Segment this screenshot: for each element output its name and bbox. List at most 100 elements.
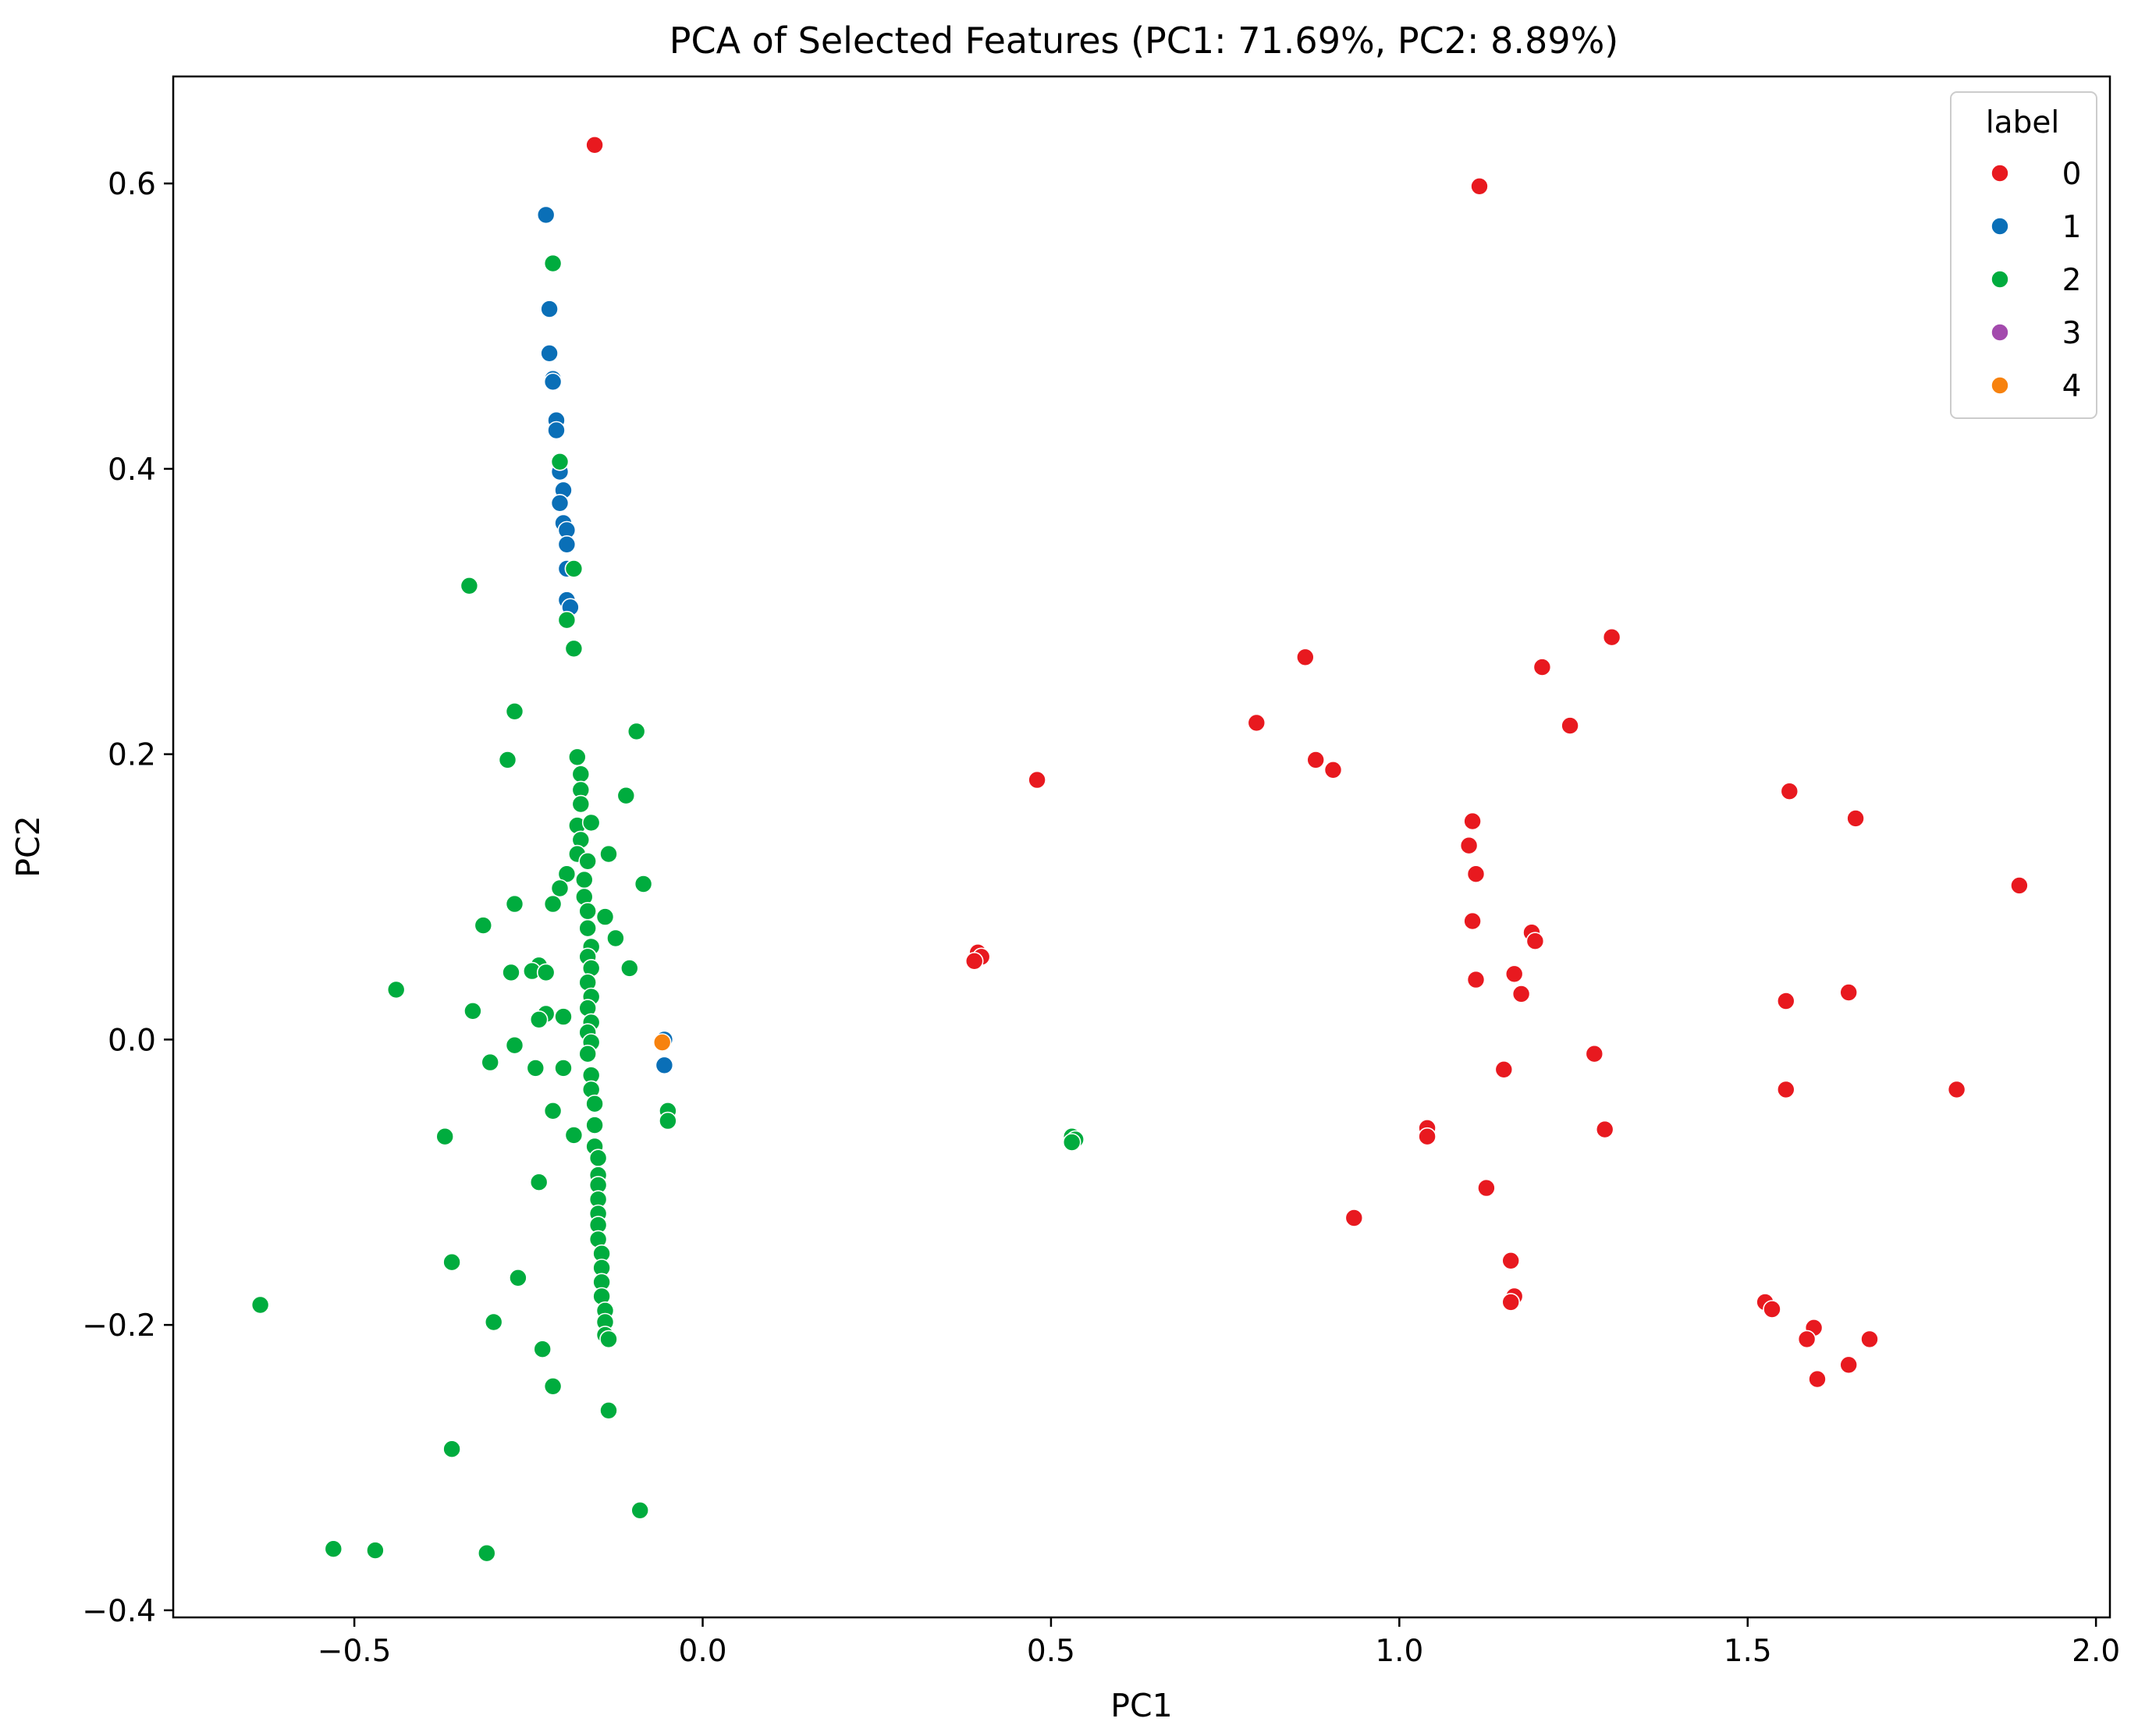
- data-point-label-2-29: [474, 916, 493, 935]
- data-point-label-2-23: [550, 879, 570, 898]
- data-point-label-2-31: [606, 928, 625, 948]
- x-axis-label: PC1: [1110, 1687, 1172, 1724]
- data-point-label-2-85: [250, 1295, 270, 1315]
- data-point-label-0-36: [1501, 1251, 1520, 1270]
- data-point-label-0-30: [1947, 1080, 1966, 1099]
- data-point-label-2-89: [533, 1340, 552, 1358]
- data-point-label-2-46: [554, 1007, 573, 1026]
- data-point-label-0-11: [1846, 809, 1865, 828]
- data-point-label-2-90: [543, 1377, 563, 1396]
- plot-points: [250, 136, 2029, 1563]
- data-point-label-2-8: [498, 751, 517, 769]
- legend-label-4: 4: [2062, 369, 2082, 404]
- data-point-label-1-4: [543, 372, 563, 392]
- data-point-label-0-2: [1602, 627, 1621, 647]
- legend-items: 0 1 2 3 4: [1991, 157, 2081, 404]
- data-point-label-0-1: [1470, 177, 1489, 196]
- data-point-label-0-38: [1501, 1293, 1520, 1312]
- data-point-label-2-62: [585, 1116, 604, 1134]
- data-point-label-2-44: [463, 1002, 482, 1021]
- legend-box: [1950, 91, 2097, 419]
- data-point-label-0-15: [2010, 876, 2029, 895]
- data-point-label-0-0: [585, 136, 604, 154]
- data-point-label-0-21: [964, 952, 984, 971]
- data-point-label-2-30: [578, 918, 598, 938]
- data-point-label-2-25: [543, 894, 563, 914]
- data-point-label-4-0: [652, 1033, 672, 1052]
- data-point-label-2-7: [627, 722, 646, 741]
- data-point-label-2-88: [599, 1330, 618, 1349]
- legend-marker-2: [1991, 270, 2009, 289]
- data-point-label-2-22: [634, 875, 653, 893]
- data-point-label-2-12: [571, 794, 591, 814]
- x-tick-label: 2.0: [2072, 1634, 2120, 1669]
- data-point-label-2-61: [659, 1111, 677, 1131]
- data-point-label-2-39: [536, 963, 556, 982]
- data-point-label-2-1: [550, 452, 570, 471]
- x-tick-label: 0.0: [679, 1634, 727, 1669]
- data-point-label-0-27: [1585, 1044, 1604, 1063]
- data-point-label-0-42: [1797, 1330, 1817, 1349]
- legend-label-1: 1: [2062, 210, 2082, 245]
- data-point-label-2-54: [526, 1059, 545, 1077]
- legend-marker-0: [1991, 164, 2009, 183]
- data-point-label-1-6: [547, 421, 566, 440]
- data-point-label-0-45: [1808, 1369, 1827, 1389]
- data-point-label-0-14: [1466, 864, 1486, 883]
- data-point-label-0-8: [1323, 760, 1343, 779]
- data-point-label-0-26: [1777, 992, 1795, 1010]
- data-point-label-1-2: [540, 343, 559, 363]
- chart-title: PCA of Selected Features (PC1: 71.69%, P…: [669, 20, 1619, 62]
- data-point-label-2-55: [554, 1059, 573, 1077]
- data-point-label-0-7: [1306, 751, 1325, 769]
- data-point-label-0-5: [1247, 713, 1266, 733]
- y-tick-label: 0.6: [108, 167, 156, 202]
- data-point-label-2-81: [509, 1269, 527, 1287]
- data-point-label-2-72: [529, 1173, 549, 1191]
- plot-frame: [172, 75, 2111, 1619]
- data-point-label-0-32: [1418, 1127, 1437, 1146]
- data-point-label-2-66: [588, 1148, 608, 1167]
- data-point-label-2-96: [477, 1543, 496, 1563]
- data-point-label-0-13: [1459, 836, 1479, 855]
- data-point-label-2-78: [442, 1252, 461, 1272]
- data-point-label-2-41: [386, 980, 406, 999]
- data-point-label-2-47: [529, 1010, 549, 1029]
- data-point-label-2-19: [578, 852, 598, 871]
- data-point-label-2-4: [557, 610, 577, 630]
- y-axis-label: PC2: [9, 815, 47, 877]
- data-point-label-2-94: [324, 1539, 343, 1558]
- data-point-label-2-92: [442, 1440, 461, 1458]
- x-tick-label: 1.5: [1724, 1634, 1772, 1669]
- data-point-label-2-60: [543, 1102, 563, 1120]
- data-point-label-2-86: [484, 1312, 503, 1332]
- data-point-label-2-10: [571, 765, 591, 784]
- data-point-label-1-12: [557, 534, 577, 554]
- data-point-label-0-16: [1463, 911, 1482, 931]
- data-point-label-0-4: [1532, 658, 1552, 676]
- data-point-label-0-28: [1494, 1060, 1514, 1079]
- data-point-label-0-6: [1561, 716, 1579, 735]
- data-point-label-2-21: [574, 870, 594, 889]
- data-point-label-2-15: [581, 813, 601, 832]
- data-point-label-0-24: [1839, 983, 1858, 1002]
- data-point-label-2-69: [1062, 1133, 1081, 1152]
- x-tick-label: −0.5: [318, 1634, 392, 1669]
- data-point-label-2-64: [435, 1127, 455, 1146]
- data-point-label-2-38: [502, 963, 520, 982]
- data-point-label-2-53: [481, 1053, 500, 1072]
- y-tick-label: −0.2: [82, 1308, 156, 1344]
- data-point-label-2-6: [505, 701, 524, 721]
- data-point-label-2-5: [564, 639, 584, 659]
- legend-title: label: [1986, 105, 2059, 140]
- data-point-label-2-28: [595, 907, 615, 926]
- x-tick-label: 0.5: [1027, 1634, 1075, 1669]
- data-point-label-0-23: [1504, 964, 1524, 984]
- data-point-label-2-27: [578, 902, 598, 921]
- data-point-label-2-51: [505, 1035, 524, 1055]
- data-point-label-0-12: [1463, 811, 1482, 831]
- y-tick-label: 0.2: [108, 738, 156, 773]
- data-point-label-2-34: [620, 959, 639, 978]
- data-point-label-2-58: [585, 1094, 604, 1113]
